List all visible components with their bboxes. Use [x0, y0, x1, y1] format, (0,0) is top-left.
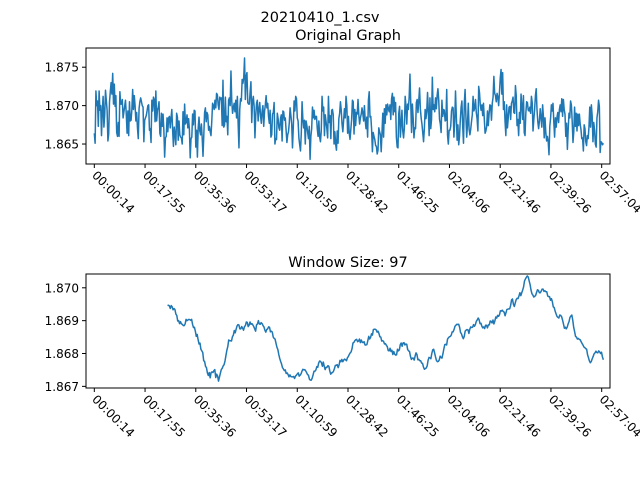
series-window — [167, 275, 605, 382]
y-tick-label: 1.865 — [45, 138, 79, 152]
y-tick-label: 1.870 — [45, 281, 79, 295]
figure-suptitle: 20210410_1.csv — [261, 10, 380, 26]
chart-title: Window Size: 97 — [288, 255, 408, 271]
series-line — [93, 57, 605, 161]
y-tick-label: 1.869 — [45, 314, 79, 328]
y-tick-label: 1.875 — [45, 61, 79, 75]
axes-frame-window — [85, 273, 611, 389]
y-tick-label: 1.870 — [45, 99, 79, 113]
series-original — [93, 57, 605, 161]
series-line — [167, 275, 605, 382]
axes-frame-original — [85, 47, 611, 165]
y-tick-label: 1.868 — [45, 347, 79, 361]
y-tick-label: 1.867 — [45, 380, 79, 394]
chart-title: Original Graph — [295, 28, 401, 44]
